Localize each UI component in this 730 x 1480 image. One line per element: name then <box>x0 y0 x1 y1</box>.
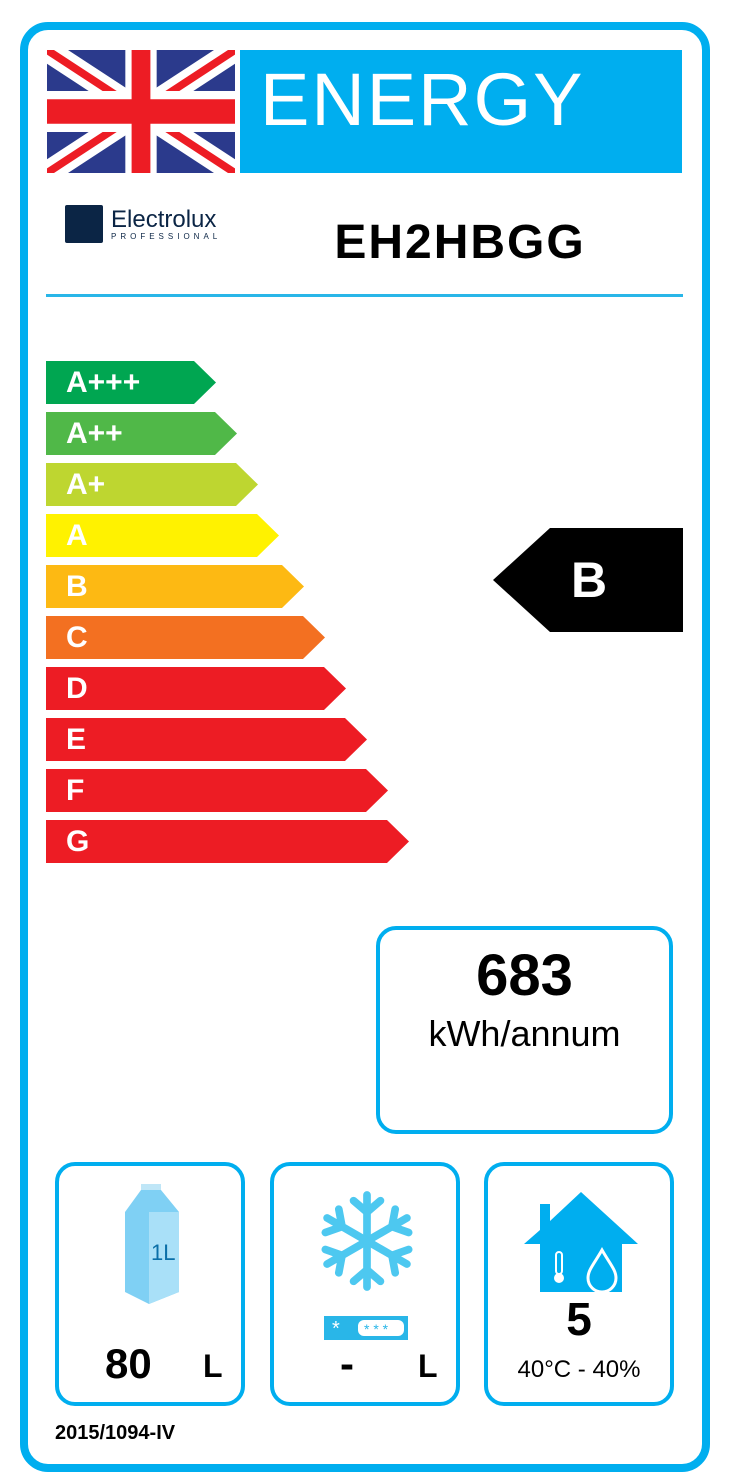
rating-indicator: B <box>493 528 683 632</box>
energy-class-bar: A+ <box>46 463 258 506</box>
svg-text:1L: 1L <box>151 1240 175 1265</box>
label-frame <box>20 22 710 1472</box>
energy-class-bar: G <box>46 820 409 863</box>
energy-class-bar: B <box>46 565 304 608</box>
milk-carton-icon: 1L <box>125 1184 179 1304</box>
climate-class-box: 5 40°C - 40% <box>484 1162 674 1406</box>
model-number: EH2HBGG <box>334 216 586 269</box>
brand-sub: PROFESSIONAL <box>111 231 222 241</box>
energy-class-bar: D <box>46 667 346 710</box>
frozen-volume-value: - <box>340 1340 354 1387</box>
uk-flag-icon <box>47 50 235 173</box>
energy-class-bar: A++ <box>46 412 237 455</box>
snowflake-icon <box>319 1191 415 1294</box>
frozen-volume-box: * * * * - L <box>270 1162 460 1406</box>
consumption-unit: kWh/annum <box>428 1013 621 1054</box>
chilled-volume-box: 1L 80 L <box>55 1162 245 1406</box>
brand-logo: Electrolux PROFESSIONAL <box>65 205 221 243</box>
chilled-volume-value: 80 <box>105 1340 152 1387</box>
consumption-box: 683 kWh/annum <box>376 926 673 1134</box>
regulation-ref: 2015/1094-IV <box>55 1422 176 1444</box>
frozen-volume-unit: L <box>418 1348 438 1384</box>
energy-title: ENERGY <box>240 50 682 173</box>
energy-class-bar: A <box>46 514 279 557</box>
electrolux-logo-icon <box>65 205 103 243</box>
climate-class-value: 5 <box>566 1293 592 1345</box>
house-climate-icon <box>524 1192 638 1292</box>
svg-text:*: * <box>332 1318 340 1340</box>
chilled-volume-unit: L <box>203 1348 223 1384</box>
energy-class-bar: F <box>46 769 388 812</box>
freezer-star-icon: * * * * <box>324 1316 408 1340</box>
svg-text:* * *: * * * <box>364 1321 389 1337</box>
energy-class-bar: A+++ <box>46 361 216 404</box>
climate-conditions: 40°C - 40% <box>517 1356 641 1383</box>
consumption-value: 683 <box>476 943 573 1008</box>
brand-name: Electrolux <box>111 205 217 233</box>
divider <box>46 294 683 297</box>
energy-class-bar: C <box>46 616 325 659</box>
energy-class-bar: E <box>46 718 367 761</box>
